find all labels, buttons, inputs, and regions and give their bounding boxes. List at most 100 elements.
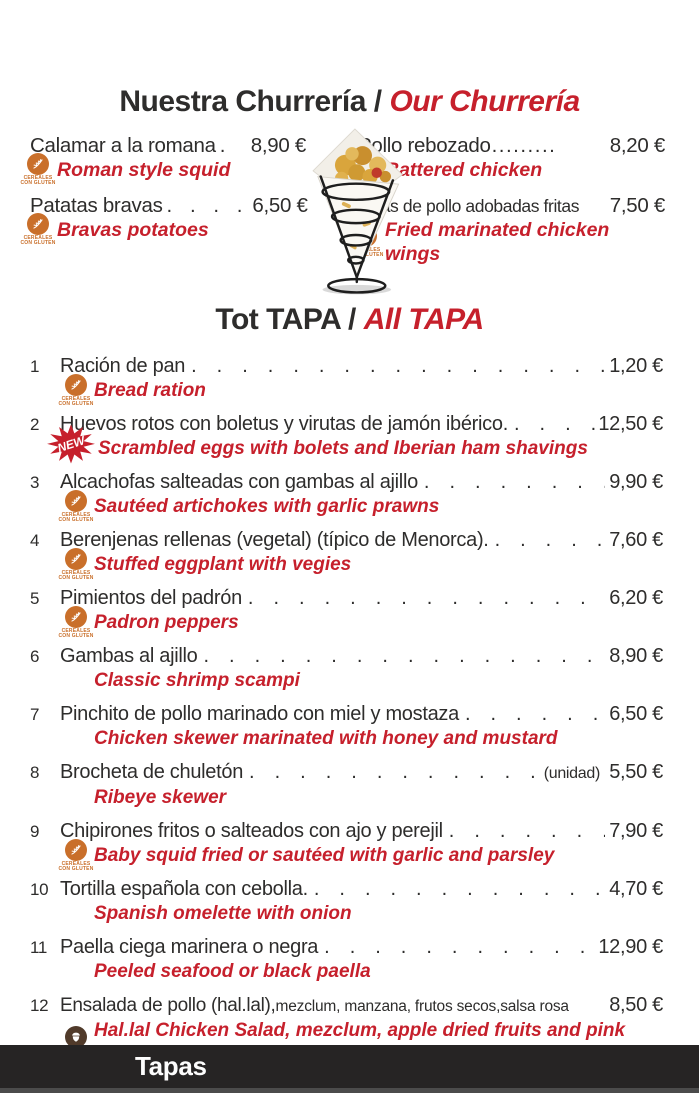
dot-leader: ........................................	[494, 529, 605, 551]
tapas-list: 1 Ración de pan..........................…	[30, 354, 663, 1067]
dot-leader: ........................................	[513, 413, 598, 435]
dot-leader: .	[219, 134, 232, 157]
item-name-es: Berenjenas rellenas (vegetal) (típico de…	[60, 529, 489, 551]
item-number: 7	[30, 705, 40, 724]
item-number: 5	[30, 589, 40, 608]
item-price: 12,90 €	[598, 936, 663, 958]
item-line: Calamar a la romana . 8,90 €	[30, 134, 306, 158]
menu-item: Calamar a la romana . 8,90 € CEREALES CON…	[20, 134, 306, 186]
churreria-section: Nuestra Churrería / Our Churrería Calama…	[0, 0, 699, 295]
dot-leader: ........................................	[324, 936, 598, 958]
menu-item: 3 Alcachofas salteadas con gambas al ajil…	[30, 470, 663, 523]
footer-category-label: Tapas	[135, 1051, 207, 1081]
category-footer-bar: Tapas	[0, 1045, 699, 1093]
unit-note: (unidad)	[543, 765, 601, 782]
item-name-es-detail: mezclum, manzana, frutos secos,salsa ros…	[275, 998, 570, 1015]
item-name-en: Sautéed artichokes with garlic prawns	[94, 496, 440, 517]
item-price: 6,20 €	[609, 587, 663, 609]
item-price: 8,90 €	[250, 134, 307, 157]
fried-food	[334, 146, 391, 186]
item-price: 7,90 €	[609, 820, 663, 842]
dot-leader: ........................................	[191, 355, 605, 377]
dot-leader: ........................................	[313, 878, 605, 900]
menu-item: 9 Chipirones fritos o salteados con ajo y…	[30, 819, 663, 872]
dot-leader: ........................................	[247, 587, 605, 609]
item-price: 9,90 €	[609, 471, 663, 493]
item-name-es: Ración de pan	[60, 355, 186, 377]
item-price: 6,50 €	[609, 703, 663, 725]
item-name-es: Alcachofas salteadas con gambas al ajill…	[60, 471, 418, 493]
menu-item: 6 Gambas al ajillo.......................…	[30, 644, 663, 693]
item-price: 8,50 €	[609, 994, 663, 1016]
item-number: 11	[30, 938, 48, 957]
item-name-es: Pollo rebozado	[358, 134, 491, 157]
item-name-es: Patatas bravas	[30, 194, 163, 217]
item-name-es: Brocheta de chuletón	[60, 761, 244, 783]
item-name-es: Chipirones fritos o salteados con ajo y …	[60, 820, 443, 842]
item-name-es: Huevos rotos con boletus y virutas de ja…	[60, 413, 508, 435]
menu-item: Patatas bravas . . . . 6,50 € CEREALES CO…	[20, 194, 308, 246]
item-price: 7,50 €	[609, 194, 666, 217]
dot-leader: ........................................	[249, 761, 544, 783]
item-translation-line: CEREALES CON GLUTEN Roman style squid	[20, 153, 306, 186]
item-price: 5,50 €	[609, 761, 663, 783]
item-name-en: Bravas potatoes	[57, 219, 209, 241]
tapas-title-ca: Tot TAPA	[215, 303, 341, 336]
badge-spacer	[60, 960, 90, 984]
menu-item: 8 Brocheta de chuletón...................…	[30, 760, 663, 810]
item-name-en: Ribeye skewer	[94, 787, 227, 808]
tapas-section: Tot TAPA / All TAPA 1 Ración de pan......…	[0, 304, 699, 1067]
menu-item: 11 Paella ciega marinera o negra.........…	[30, 935, 663, 984]
menu-item: 1 Ración de pan..........................…	[30, 354, 663, 407]
menu-item: 5 Pimientos del padrón...................…	[30, 586, 663, 639]
item-name-en: Stuffed eggplant with vegies	[94, 554, 352, 575]
item-line: Patatas bravas . . . . 6,50 €	[30, 194, 308, 218]
dot-leader: . . . .	[166, 194, 249, 217]
item-name-en: Spanish omelette with onion	[94, 903, 352, 924]
item-price: 12,50 €	[598, 413, 663, 435]
item-price: 8,20 €	[609, 134, 666, 157]
item-number: 8	[30, 763, 40, 782]
item-price: 7,60 €	[609, 529, 663, 551]
item-translation-line: CEREALES CON GLUTEN Bravas potatoes	[20, 213, 306, 246]
item-number: 4	[30, 531, 40, 550]
churreria-left-column: Calamar a la romana . 8,90 € CEREALES CON…	[20, 134, 308, 266]
title-separator: /	[340, 303, 364, 336]
item-name-en: Peeled seafood or black paella	[94, 961, 371, 982]
item-number: 10	[30, 880, 49, 899]
dot-leader: ........................................	[423, 471, 605, 493]
item-name-en: Fried marinated chicken wings	[385, 219, 610, 265]
tapas-title-en: All TAPA	[363, 303, 484, 336]
item-name-en: Padron peppers	[94, 612, 239, 633]
dot-leader: .........	[491, 134, 557, 157]
badge-spacer	[60, 902, 90, 926]
tapas-title: Tot TAPA / All TAPA	[0, 304, 699, 336]
badge-spacer	[60, 727, 90, 751]
item-name-en: Baby squid fried or sautéed with garlic …	[94, 845, 555, 866]
item-number: 12	[30, 996, 49, 1015]
item-number: 9	[30, 822, 40, 841]
churreria-title: Nuestra Churrería / Our Churrería	[0, 86, 699, 118]
item-price: 1,20 €	[609, 355, 663, 377]
item-number: 1	[30, 357, 40, 376]
item-name-es: Pinchito de pollo marinado con miel y mo…	[60, 703, 459, 725]
item-number: 2	[30, 415, 40, 434]
dot-leader: ........................................	[464, 703, 605, 725]
item-number: 3	[30, 473, 40, 492]
churros-cone-photo	[312, 128, 404, 295]
badge-spacer	[60, 669, 90, 693]
item-name-es: Ensalada de pollo (hal.lal),	[60, 995, 276, 1016]
item-line: Pollo rebozado ......... 8,20 €	[358, 134, 665, 158]
item-name-es: Tortilla española con cebolla.	[60, 878, 308, 900]
new-item-badge: NEW	[47, 425, 95, 464]
badge-spacer	[60, 786, 90, 810]
item-name-es: Calamar a la romana	[30, 134, 216, 157]
dot-leader: ........................................	[448, 820, 605, 842]
menu-item: 2 Huevos rotos con boletus y virutas de j…	[30, 412, 663, 464]
